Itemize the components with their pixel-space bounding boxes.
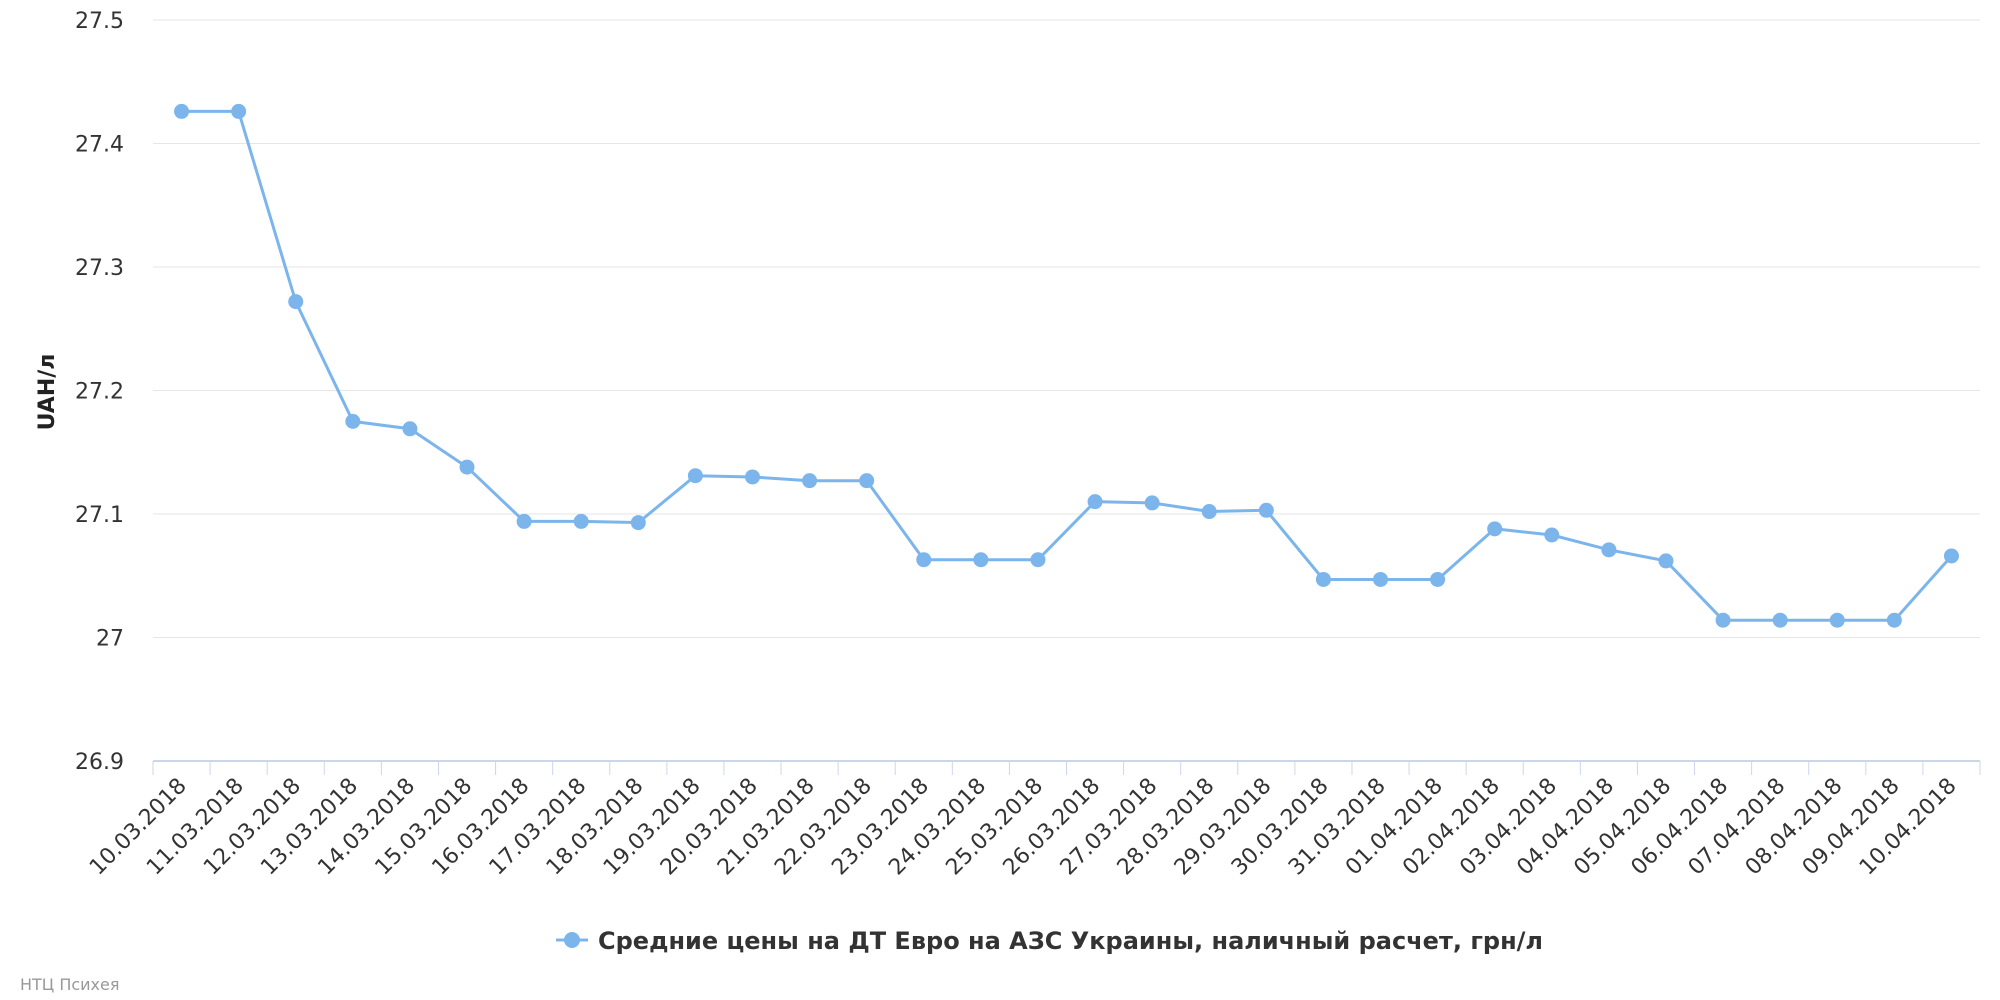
x-axis: [152, 760, 1981, 775]
data-point[interactable]: [1487, 521, 1503, 537]
data-point[interactable]: [459, 459, 475, 475]
data-point[interactable]: [1943, 548, 1959, 564]
y-tick-label: 27.4: [75, 133, 124, 158]
data-point[interactable]: [630, 515, 646, 531]
series-line: [181, 109, 1953, 622]
data-point[interactable]: [516, 513, 532, 529]
y-axis-label: UAH/л: [35, 354, 60, 431]
grid-lines: [153, 19, 1980, 638]
credit-text[interactable]: НТЦ Психея: [20, 975, 119, 994]
y-tick-label: 27.2: [75, 380, 124, 405]
legend-label: Средние цены на ДТ Евро на АЗС Украины, …: [598, 927, 1543, 955]
data-point[interactable]: [345, 413, 361, 429]
data-point[interactable]: [687, 468, 703, 484]
data-point[interactable]: [1715, 612, 1731, 628]
data-point[interactable]: [916, 552, 932, 568]
legend[interactable]: Средние цены на ДТ Евро на АЗС Украины, …: [556, 927, 1543, 955]
data-point[interactable]: [174, 103, 190, 119]
data-point[interactable]: [1030, 552, 1046, 568]
data-point[interactable]: [231, 103, 247, 119]
y-axis-ticks: 26.9 27 27.1 27.2 27.3 27.4 27.5: [75, 9, 124, 775]
data-point[interactable]: [402, 421, 418, 437]
data-point[interactable]: [1544, 527, 1560, 543]
data-point[interactable]: [973, 552, 989, 568]
x-axis-tick-labels: 10.03.201811.03.201812.03.201813.03.2018…: [85, 774, 1962, 881]
data-point[interactable]: [1144, 495, 1160, 511]
data-point[interactable]: [1258, 502, 1274, 518]
y-tick-label: 26.9: [75, 750, 124, 775]
data-point[interactable]: [1772, 612, 1788, 628]
data-point[interactable]: [1430, 571, 1446, 587]
data-point[interactable]: [1315, 571, 1331, 587]
y-tick-label: 27.1: [75, 503, 124, 528]
data-point[interactable]: [1658, 553, 1674, 569]
data-point[interactable]: [802, 473, 818, 489]
data-point[interactable]: [1886, 612, 1902, 628]
data-point[interactable]: [1201, 504, 1217, 520]
y-tick-label: 27: [96, 627, 124, 652]
data-point[interactable]: [859, 473, 875, 489]
y-tick-label: 27.3: [75, 256, 124, 281]
data-point[interactable]: [288, 294, 304, 310]
data-point[interactable]: [573, 513, 589, 529]
series-group: [174, 103, 1959, 628]
data-point[interactable]: [1373, 571, 1389, 587]
data-point[interactable]: [1087, 494, 1103, 510]
data-point[interactable]: [1829, 612, 1845, 628]
y-tick-label: 27.5: [75, 9, 124, 34]
data-point[interactable]: [1601, 542, 1617, 558]
data-point[interactable]: [744, 469, 760, 485]
legend-symbol-marker: [564, 932, 580, 948]
